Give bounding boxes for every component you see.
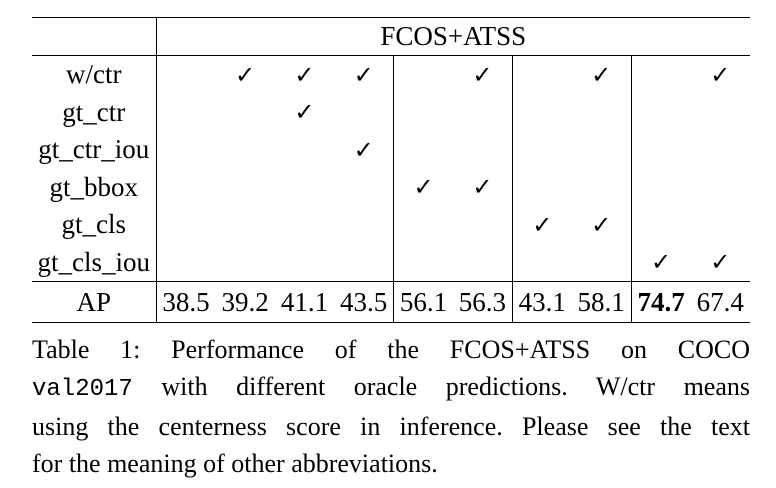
check-cell [571, 243, 632, 282]
table-row: gt_cls_iou ✓ ✓ [32, 243, 750, 282]
ap-value: 38.5 [156, 281, 216, 323]
results-table: FCOS+ATSS w/ctr ✓ ✓ ✓ ✓ ✓ ✓ gt_ctr [32, 17, 750, 323]
check-cell [512, 56, 571, 94]
check-cell [631, 206, 690, 244]
check-cell: ✓ [334, 55, 395, 94]
check-cell [215, 169, 274, 207]
caption-code: val2017 [32, 376, 133, 403]
check-cell: ✓ [651, 248, 672, 277]
caption-text: with different oracle predictions. W/ctr… [132, 372, 750, 401]
check-cell [394, 56, 453, 94]
check-cell [215, 206, 274, 244]
row-label: w/ctr [32, 55, 157, 94]
check-cell [334, 243, 395, 282]
check-cell [452, 243, 513, 282]
table-row: w/ctr ✓ ✓ ✓ ✓ ✓ ✓ [32, 55, 750, 94]
check-cell [631, 94, 690, 132]
check-cell [156, 169, 215, 207]
ap-value: 41.1 [274, 281, 335, 323]
check-cell: ✓ [532, 210, 553, 239]
check-cell [571, 131, 632, 169]
check-cell [691, 131, 750, 169]
row-label: gt_cls_iou [32, 243, 157, 282]
check-cell [275, 169, 334, 207]
check-cell [275, 131, 334, 169]
check-cell [394, 206, 453, 244]
check-cell [691, 169, 750, 207]
check-cell [394, 244, 453, 282]
check-cell [452, 93, 513, 131]
ap-label: AP [32, 281, 157, 323]
check-cell [334, 93, 395, 131]
check-cell [334, 206, 395, 244]
ap-row: AP 38.5 39.2 41.1 43.5 56.1 56.3 43.1 58… [32, 281, 750, 323]
ap-value: 58.1 [571, 281, 632, 323]
check-cell [631, 131, 690, 169]
ap-value: 56.3 [452, 281, 513, 323]
check-cell [571, 168, 632, 206]
ap-value: 56.1 [393, 281, 453, 323]
check-cell [512, 131, 571, 169]
row-label: gt_cls [32, 206, 157, 244]
check-cell [631, 169, 690, 207]
check-cell [691, 206, 750, 244]
results-table-container: FCOS+ATSS w/ctr ✓ ✓ ✓ ✓ ✓ ✓ gt_ctr [32, 17, 750, 323]
check-cell [215, 94, 274, 132]
check-cell: ✓ [710, 60, 731, 89]
caption-line: using the centerness score in inference.… [32, 412, 750, 441]
check-cell [512, 94, 571, 132]
check-cell [156, 94, 215, 132]
table-row: gt_ctr ✓ [32, 93, 750, 132]
row-label: gt_bbox [32, 168, 157, 206]
table-row: gt_cls ✓ ✓ [32, 206, 750, 244]
check-cell: ✓ [294, 60, 315, 89]
check-cell [215, 244, 274, 282]
row-label: gt_ctr [32, 93, 157, 131]
check-cell [275, 244, 334, 282]
ap-value: 39.2 [215, 281, 275, 323]
check-cell: ✓ [235, 60, 256, 89]
check-cell [691, 94, 750, 132]
header-empty-cell [32, 17, 157, 56]
ap-value: 67.4 [690, 281, 750, 323]
check-cell [156, 244, 215, 282]
check-cell [156, 131, 215, 169]
check-cell [215, 131, 274, 169]
group-header: FCOS+ATSS [156, 17, 750, 56]
ap-value-best: 74.7 [631, 281, 691, 323]
check-cell [631, 56, 690, 94]
table-row: gt_ctr_iou ✓ [32, 131, 750, 169]
check-cell: ✓ [413, 173, 434, 202]
check-cell [156, 206, 215, 244]
check-cell: ✓ [710, 248, 731, 277]
check-cell [571, 93, 632, 131]
check-cell [394, 131, 453, 169]
table-row: gt_bbox ✓ ✓ [32, 168, 750, 207]
ap-value: 43.5 [334, 281, 395, 323]
check-cell: ✓ [294, 98, 315, 127]
check-cell [275, 206, 334, 244]
check-cell [452, 206, 513, 244]
check-cell: ✓ [571, 206, 632, 244]
check-cell [512, 244, 571, 282]
row-label: gt_ctr_iou [32, 131, 157, 169]
check-cell: ✓ [452, 168, 513, 206]
check-cell: ✓ [334, 131, 395, 169]
check-cell [394, 94, 453, 132]
check-cell: ✓ [452, 55, 513, 94]
check-cell [334, 168, 395, 206]
ap-value: 43.1 [512, 281, 572, 323]
table-caption: Table 1: Performance of the FCOS+ATSS on… [32, 331, 750, 482]
check-cell [156, 56, 215, 94]
caption-line: val2017 with different oracle prediction… [32, 368, 750, 408]
check-cell: ✓ [571, 55, 632, 94]
caption-line: for the meaning of other abbreviations. [32, 449, 438, 478]
check-cell [512, 169, 571, 207]
check-cell [452, 131, 513, 169]
caption-line: Table 1: Performance of the FCOS+ATSS on… [32, 335, 750, 364]
